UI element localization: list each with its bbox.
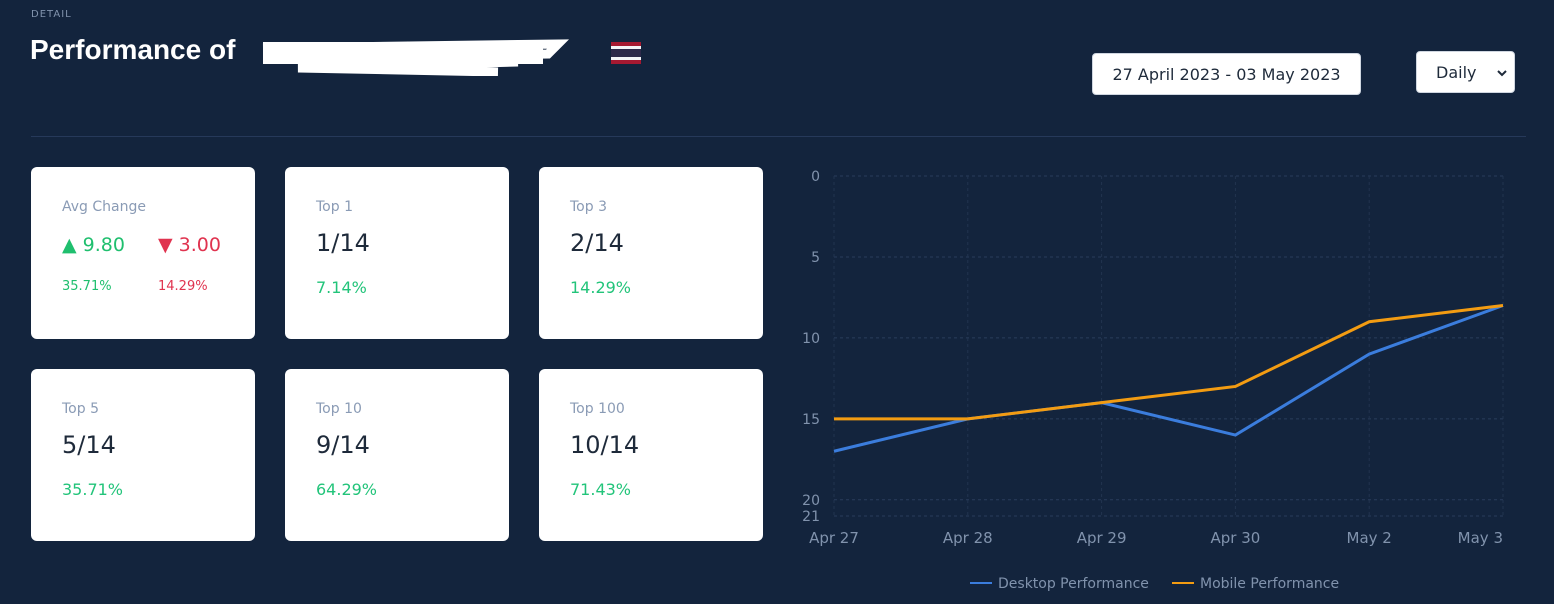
card-title: Avg Change	[62, 199, 146, 215]
y-tick-label: 21	[802, 509, 820, 525]
flag-icon	[611, 42, 641, 64]
y-tick-label: 15	[802, 412, 820, 428]
card-pct: 14.29%	[570, 278, 632, 297]
x-tick-label: Apr 30	[1210, 529, 1260, 547]
interval-select[interactable]: Daily	[1416, 51, 1515, 93]
date-range-picker[interactable]: 27 April 2023 - 03 May 2023	[1092, 53, 1361, 95]
page-title: Performance of	[30, 34, 641, 76]
legend-label: Desktop Performance	[998, 576, 1149, 592]
down-value: ▼ 3.00	[158, 234, 221, 256]
card-title: Top 10	[316, 401, 362, 417]
title-text: Performance of	[30, 34, 236, 65]
card-pct: 64.29%	[316, 480, 378, 499]
card: Top 10 9/14 64.29%	[285, 369, 509, 541]
down-pct: 14.29%	[158, 279, 208, 294]
redaction	[262, 39, 570, 76]
card-title: Top 3	[570, 199, 607, 215]
card-pct: 35.71%	[62, 480, 124, 499]
card: Top 100 10/14 71.43%	[539, 369, 763, 541]
card-value: 1/14	[316, 229, 370, 257]
up-number: 9.80	[82, 234, 125, 256]
legend-label: Mobile Performance	[1200, 576, 1339, 592]
card-pct: 71.43%	[570, 480, 632, 499]
x-tick-label: Apr 27	[809, 529, 859, 547]
card-value: 5/14	[62, 431, 116, 459]
card-value: 9/14	[316, 431, 370, 459]
y-tick-label: 20	[802, 493, 820, 509]
divider	[31, 136, 1526, 137]
card: Top 3 2/14 14.29%	[539, 167, 763, 339]
section-label: DETAIL	[31, 9, 72, 20]
series-line	[834, 304, 1504, 421]
y-tick-label: 0	[811, 169, 820, 185]
y-tick-label: 10	[802, 331, 820, 347]
card-title: Top 1	[316, 199, 353, 215]
card-title: Top 100	[570, 401, 625, 417]
x-tick-label: May 3	[1458, 529, 1503, 547]
x-tick-label: Apr 28	[943, 529, 993, 547]
card: Top 1 1/14 7.14%	[285, 167, 509, 339]
y-tick-label: 5	[811, 250, 820, 266]
card: Top 5 5/14 35.71%	[31, 369, 255, 541]
up-value: ▲ 9.80	[62, 234, 125, 256]
card-title: Top 5	[62, 401, 99, 417]
x-tick-label: May 2	[1347, 529, 1392, 547]
card-pct: 7.14%	[316, 278, 367, 297]
card-value: 10/14	[570, 431, 640, 459]
card-value: 2/14	[570, 229, 624, 257]
down-number: 3.00	[178, 234, 221, 256]
up-pct: 35.71%	[62, 279, 112, 294]
date-range-text: 27 April 2023 - 03 May 2023	[1112, 64, 1341, 84]
series-line	[833, 304, 1504, 453]
card: Avg Change ▲ 9.80 ▼ 3.00 35.71% 14.29%	[31, 167, 255, 339]
x-tick-label: Apr 29	[1077, 529, 1127, 547]
interval-text: Daily	[1436, 62, 1477, 82]
chevron	[1497, 70, 1507, 77]
